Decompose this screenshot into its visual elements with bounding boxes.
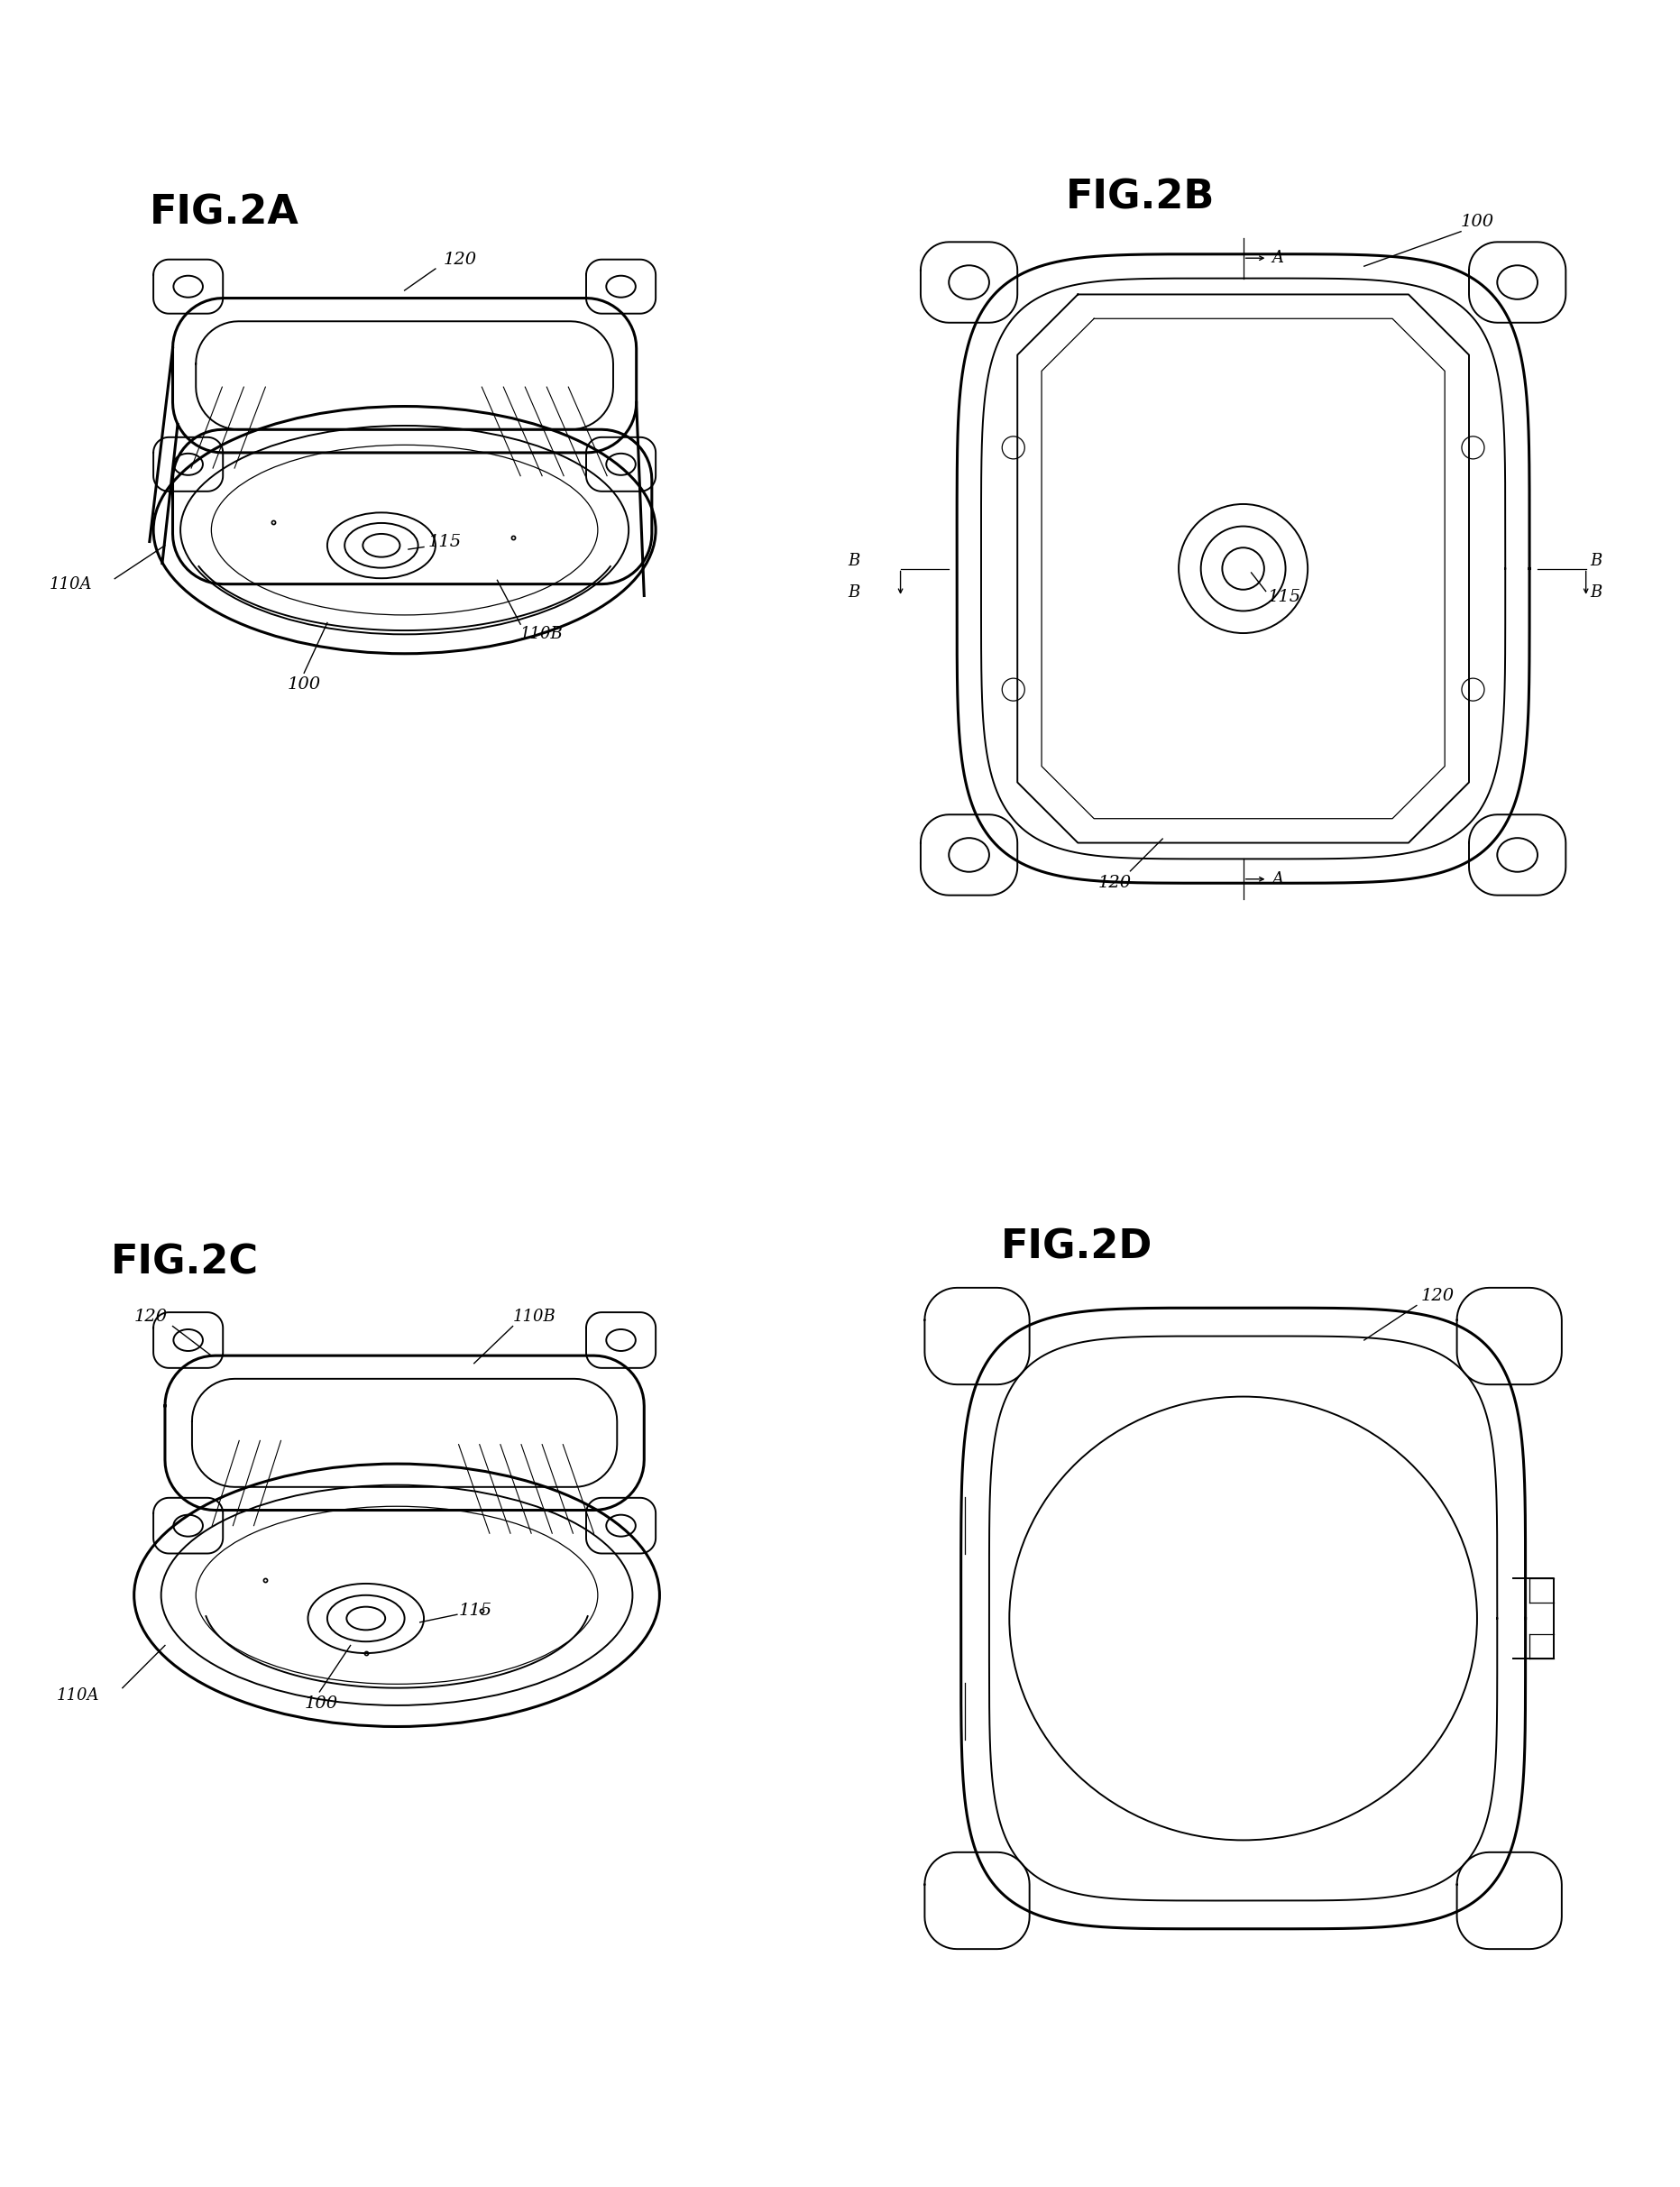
Text: 115: 115 — [428, 534, 462, 549]
Text: FIG.2A: FIG.2A — [150, 195, 299, 232]
Text: 120: 120 — [444, 252, 477, 267]
Text: FIG.2B: FIG.2B — [1065, 179, 1215, 217]
Text: B: B — [1589, 553, 1603, 569]
Text: 100: 100 — [287, 676, 321, 693]
Text: B: B — [1589, 584, 1603, 601]
Text: 110B: 110B — [512, 1308, 556, 1325]
Text: 100: 100 — [1462, 214, 1495, 230]
Text: B: B — [848, 584, 860, 601]
Text: A: A — [1272, 870, 1284, 888]
Text: 120: 120 — [134, 1308, 168, 1325]
Text: 110A: 110A — [57, 1688, 99, 1704]
Text: 120: 120 — [1099, 875, 1132, 892]
Text: 110B: 110B — [521, 625, 563, 643]
Text: 115: 115 — [1267, 588, 1300, 606]
Text: 115: 115 — [459, 1603, 492, 1618]
Text: A: A — [1272, 249, 1284, 267]
Text: 120: 120 — [1421, 1288, 1455, 1303]
Text: FIG.2C: FIG.2C — [111, 1244, 259, 1282]
Text: B: B — [848, 553, 860, 569]
Text: 100: 100 — [304, 1695, 338, 1712]
Text: 110A: 110A — [49, 575, 92, 593]
Text: FIG.2D: FIG.2D — [1001, 1229, 1152, 1266]
